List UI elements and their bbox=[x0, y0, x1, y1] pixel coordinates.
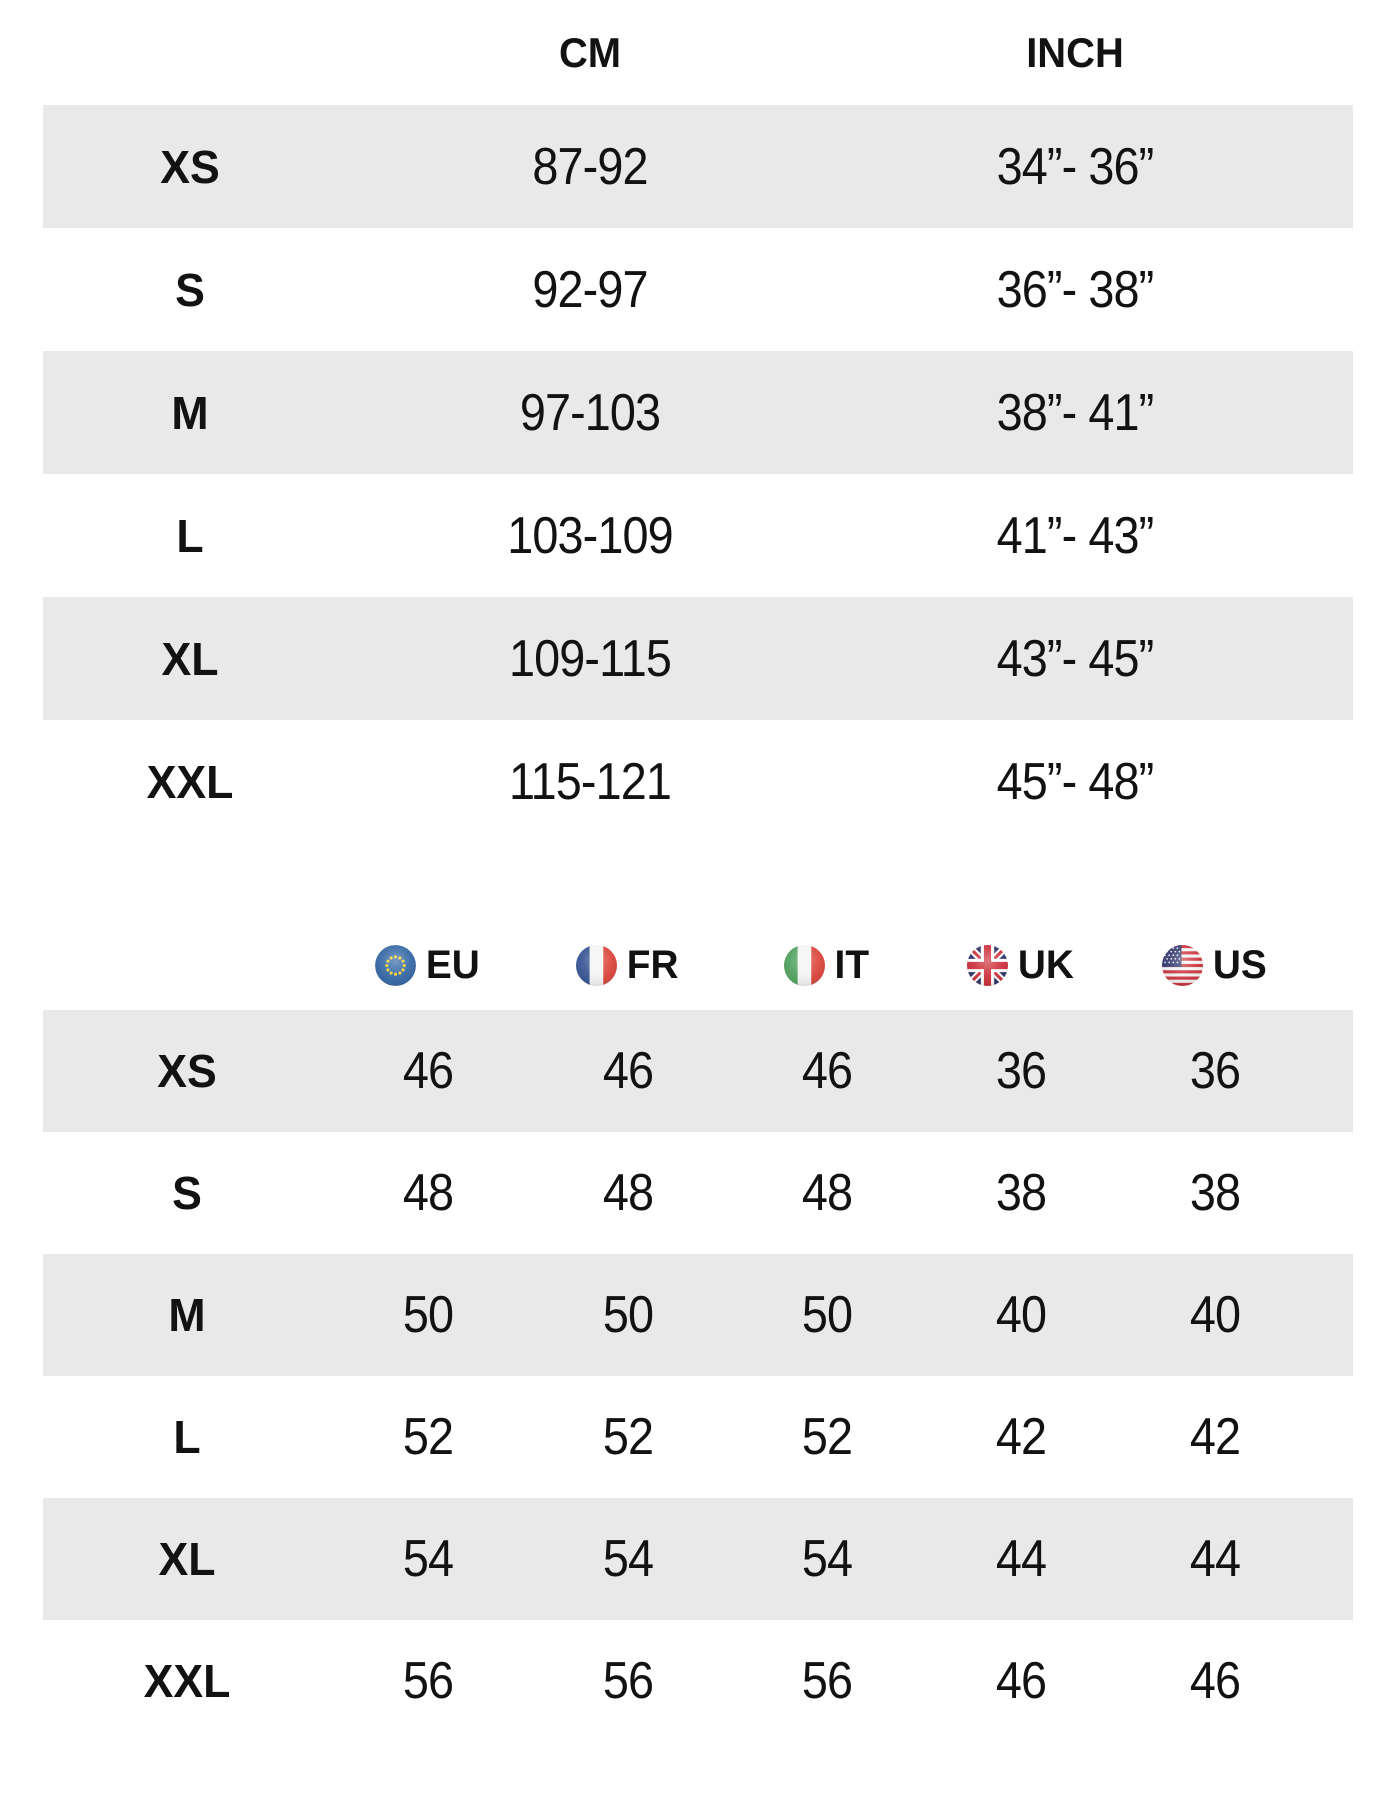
inch-value: 36”- 38” bbox=[996, 260, 1155, 319]
conversion-table-header: EU FR bbox=[43, 843, 1353, 1010]
cm-column-header: CM bbox=[558, 28, 622, 76]
it-label: IT bbox=[834, 943, 870, 987]
us-column-header: US bbox=[1119, 943, 1311, 988]
uk-value: 42 bbox=[995, 1408, 1047, 1466]
fr-column-header: FR bbox=[525, 943, 731, 988]
table-row: XL 109-115 43”- 45” bbox=[43, 597, 1353, 720]
conversion-table: EU FR bbox=[0, 843, 1400, 1742]
uk-value: 38 bbox=[995, 1164, 1047, 1222]
fr-value: 46 bbox=[602, 1042, 654, 1100]
it-value: 54 bbox=[801, 1530, 853, 1588]
inch-value: 45”- 48” bbox=[996, 752, 1155, 811]
table-row: S 92-97 36”- 38” bbox=[43, 228, 1353, 351]
fr-value: 50 bbox=[602, 1286, 654, 1344]
size-label: L bbox=[176, 509, 204, 562]
cm-value: 109-115 bbox=[509, 629, 672, 688]
table-row: M 50 50 50 40 40 bbox=[43, 1254, 1353, 1376]
table-row: M 97-103 38”- 41” bbox=[43, 351, 1353, 474]
eu-column-header: EU bbox=[331, 943, 525, 988]
uk-value: 46 bbox=[995, 1652, 1047, 1710]
size-label: XL bbox=[158, 1533, 216, 1585]
table-row: XS 46 46 46 36 36 bbox=[43, 1010, 1353, 1132]
cm-value: 97-103 bbox=[519, 383, 661, 442]
us-flag-icon bbox=[1162, 945, 1204, 986]
uk-flag-icon bbox=[967, 945, 1009, 986]
measurement-table: CM INCH XS 87-92 34”- 36” S 92-97 36”- 3… bbox=[0, 0, 1400, 843]
table-row: XXL 115-121 45”- 48” bbox=[43, 720, 1353, 843]
size-label: L bbox=[173, 1411, 201, 1463]
table-row: XS 87-92 34”- 36” bbox=[43, 105, 1353, 228]
table-row: XL 54 54 54 44 44 bbox=[43, 1498, 1353, 1620]
fr-value: 52 bbox=[602, 1408, 654, 1466]
inch-value: 41”- 43” bbox=[996, 506, 1155, 565]
it-value: 50 bbox=[801, 1286, 853, 1344]
us-value: 42 bbox=[1189, 1408, 1241, 1466]
eu-value: 54 bbox=[402, 1530, 454, 1588]
it-column-header: IT bbox=[731, 943, 923, 988]
inch-value: 34”- 36” bbox=[996, 137, 1155, 196]
us-label: US bbox=[1213, 943, 1267, 987]
size-label: M bbox=[168, 1289, 206, 1341]
table-row: S 48 48 48 38 38 bbox=[43, 1132, 1353, 1254]
fr-value: 56 bbox=[602, 1652, 654, 1710]
us-value: 46 bbox=[1189, 1652, 1241, 1710]
measurement-table-header: CM INCH bbox=[43, 0, 1353, 105]
it-value: 56 bbox=[801, 1652, 853, 1710]
size-label: XS bbox=[160, 140, 220, 193]
cm-value: 103-109 bbox=[507, 506, 673, 565]
uk-label: UK bbox=[1017, 943, 1075, 987]
inch-column-header: INCH bbox=[1026, 28, 1124, 76]
table-row: L 52 52 52 42 42 bbox=[43, 1376, 1353, 1498]
inch-value: 38”- 41” bbox=[996, 383, 1155, 442]
us-value: 36 bbox=[1189, 1042, 1241, 1100]
size-label: M bbox=[171, 386, 209, 439]
size-label: XS bbox=[157, 1045, 217, 1097]
it-value: 46 bbox=[801, 1042, 853, 1100]
us-value: 40 bbox=[1189, 1286, 1241, 1344]
eu-label: EU bbox=[426, 943, 480, 987]
eu-value: 56 bbox=[402, 1652, 454, 1710]
uk-column-header: UK bbox=[923, 943, 1119, 988]
size-label: S bbox=[175, 263, 205, 316]
size-label: XXL bbox=[146, 755, 234, 808]
size-label: XXL bbox=[143, 1655, 231, 1707]
uk-value: 36 bbox=[995, 1042, 1047, 1100]
eu-value: 48 bbox=[402, 1164, 454, 1222]
fr-value: 54 bbox=[602, 1530, 654, 1588]
uk-value: 44 bbox=[995, 1530, 1047, 1588]
table-row: L 103-109 41”- 43” bbox=[43, 474, 1353, 597]
size-label: S bbox=[172, 1167, 202, 1219]
us-value: 44 bbox=[1189, 1530, 1241, 1588]
eu-value: 50 bbox=[402, 1286, 454, 1344]
size-label: XL bbox=[161, 632, 219, 685]
table-row: XXL 56 56 56 46 46 bbox=[43, 1620, 1353, 1742]
fr-value: 48 bbox=[602, 1164, 654, 1222]
us-value: 38 bbox=[1189, 1164, 1241, 1222]
eu-value: 52 bbox=[402, 1408, 454, 1466]
cm-value: 92-97 bbox=[532, 260, 648, 319]
eu-flag-icon bbox=[375, 945, 417, 986]
cm-value: 115-121 bbox=[509, 752, 672, 811]
fr-label: FR bbox=[627, 943, 679, 987]
uk-value: 40 bbox=[995, 1286, 1047, 1344]
fr-flag-icon bbox=[576, 945, 618, 986]
inch-value: 43”- 45” bbox=[996, 629, 1155, 688]
it-value: 48 bbox=[801, 1164, 853, 1222]
it-flag-icon bbox=[784, 945, 826, 986]
it-value: 52 bbox=[801, 1408, 853, 1466]
cm-value: 87-92 bbox=[532, 137, 648, 196]
eu-value: 46 bbox=[402, 1042, 454, 1100]
